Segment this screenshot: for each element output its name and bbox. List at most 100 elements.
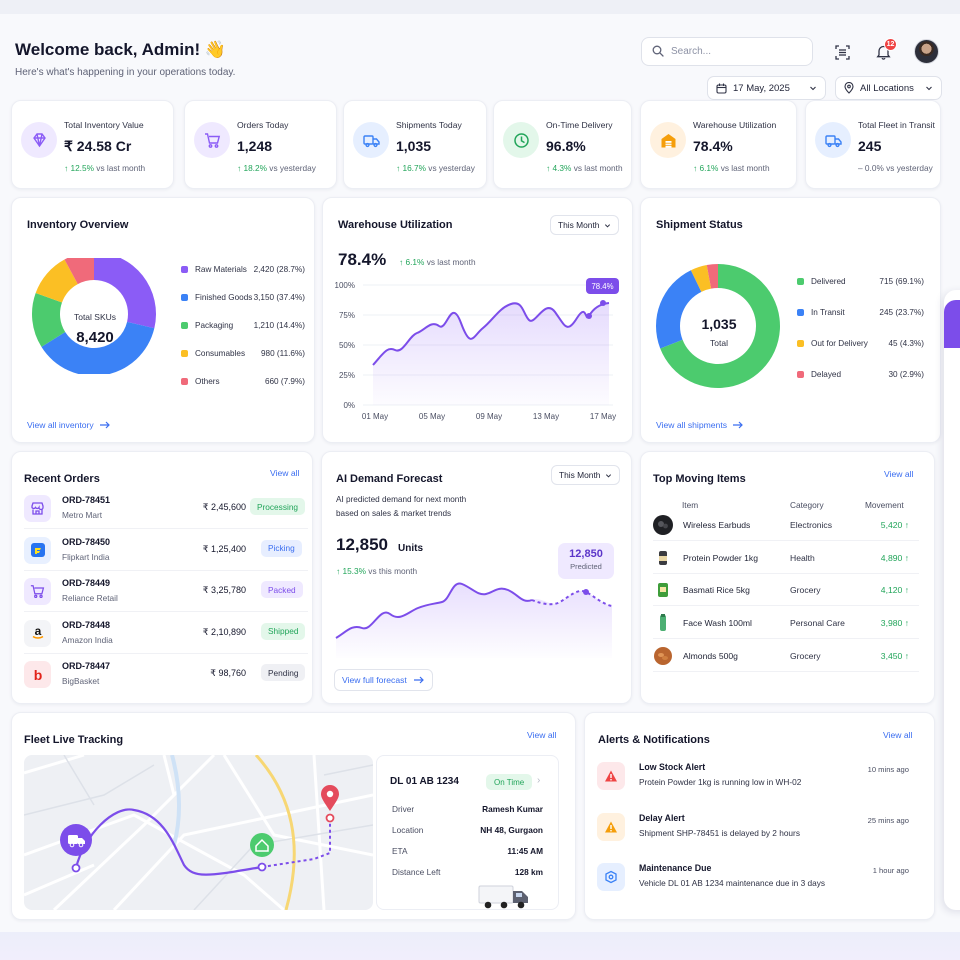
table-row[interactable]: ORD-78451 Metro Mart ₹ 2,45,600 Processing [24, 489, 308, 529]
period-dropdown[interactable]: This Month [550, 215, 620, 235]
legend-label: Delayed [811, 370, 842, 379]
legend-value: 1,210 (14.4%) [253, 321, 305, 330]
side-panel-edge[interactable] [944, 290, 960, 910]
view-all-fleet-link[interactable]: View all [527, 730, 557, 740]
y-tick-label: 50% [339, 341, 355, 350]
chevron-right-icon[interactable]: › [537, 775, 541, 786]
table-row[interactable]: a ORD-78448 Amazon India ₹ 2,10,890 Shipped [24, 614, 308, 654]
kpi-card[interactable]: Total Inventory Value ₹ 24.58 Cr ↑ 12.5% v… [11, 100, 174, 189]
kpi-label: On-Time Delivery [546, 120, 613, 130]
y-tick-label: 25% [339, 371, 355, 380]
kpi-card[interactable]: Warehouse Utilization 78.4% ↑ 6.1% vs last… [640, 100, 797, 189]
list-item[interactable]: Almonds 500g Grocery 3,450 ↑ [653, 640, 919, 672]
legend-value: 715 (69.1%) [879, 277, 924, 286]
donut-slice[interactable] [64, 258, 94, 285]
order-id: ORD-78449 [62, 578, 111, 588]
kpi-value: 1,035 [396, 138, 432, 154]
forecast-unit: Units [398, 543, 423, 554]
utilization-line-chart: 100% 75% 50% 25% 0% 01 May 05 May 09 May 13 May 1… [335, 281, 617, 421]
search-input[interactable] [671, 46, 801, 57]
view-all-shipments-link[interactable]: View all shipments [656, 420, 744, 430]
scan-button[interactable] [831, 41, 853, 63]
y-tick-label: 75% [339, 311, 355, 320]
link-label: View full forecast [342, 675, 407, 685]
donut-slice[interactable] [706, 264, 718, 289]
alert-time: 1 hour ago [872, 866, 909, 875]
rice-bag-icon [653, 580, 673, 600]
kpi-card[interactable]: Total Fleet in Transit 245 – 0.0% vs yeste… [805, 100, 941, 189]
view-all-inventory-link[interactable]: View all inventory [27, 420, 111, 430]
shipment-donut-chart [656, 264, 780, 388]
view-all-alerts-link[interactable]: View all [883, 730, 913, 740]
column-header-item: Item [682, 500, 699, 510]
inventory-overview-card: Inventory Overview Total SKUs 8,420 Raw … [11, 197, 315, 443]
x-tick-label: 09 May [476, 412, 502, 421]
list-item[interactable]: Basmati Rice 5kg Grocery 4,120 ↑ [653, 574, 919, 607]
search-icon [652, 45, 664, 59]
kpi-card[interactable]: On-Time Delivery 96.8% ↑ 4.3% vs last mont… [493, 100, 632, 189]
donut-slice[interactable] [656, 270, 702, 349]
alert-item[interactable]: Low Stock Alert Protein Powder 1kg is run… [595, 753, 919, 801]
utilization-point [600, 300, 606, 306]
delay-warning-icon [597, 812, 625, 841]
map-pin-icon [844, 82, 854, 94]
table-row[interactable]: ORD-78449 Reliance Retail ₹ 3,25,780 Packed [24, 572, 308, 612]
alert-title: Maintenance Due [639, 863, 712, 873]
location-select[interactable]: All Locations [835, 76, 942, 100]
view-full-forecast-button[interactable]: View full forecast [334, 669, 433, 691]
donut-slice[interactable] [94, 258, 156, 329]
detail-value: 128 km [514, 867, 543, 877]
legend-value: 660 (7.9%) [264, 377, 305, 386]
item-name: Almonds 500g [683, 650, 738, 661]
detail-label: Driver [392, 804, 415, 814]
forecast-desc-line2: based on sales & market trends [336, 509, 452, 518]
detail-value: NH 48, Gurgaon [480, 825, 543, 835]
donut-slice[interactable] [690, 265, 712, 292]
legend-label: In Transit [811, 308, 845, 317]
fleet-map[interactable] [24, 755, 373, 910]
forecast-value: 12,850 [336, 535, 388, 554]
view-all-orders-link[interactable]: View all [270, 468, 300, 478]
search-box[interactable] [641, 37, 813, 66]
store-icon [24, 495, 51, 522]
kpi-delta-context: vs last month [96, 163, 146, 173]
item-name: Basmati Rice 5kg [683, 585, 750, 596]
donut-slice[interactable] [41, 321, 155, 374]
kpi-value: ₹ 24.58 Cr [64, 138, 132, 154]
detail-value: 11:45 AM [507, 846, 543, 856]
kpi-card[interactable]: Shipments Today 1,035 ↑ 16.7% vs yesterday [343, 100, 487, 189]
legend-value: 30 (2.9%) [888, 370, 925, 379]
date-picker[interactable]: 17 May, 2025 [707, 76, 826, 100]
donut-slice[interactable] [35, 259, 78, 303]
warehouse-icon [650, 122, 686, 158]
avatar[interactable] [914, 39, 939, 64]
delta-context: vs this month [368, 566, 418, 576]
kpi-card[interactable]: Orders Today 1,248 ↑ 18.2% vs yesterday [184, 100, 337, 189]
legend-item: Packaging 1,210 (14.4%) [181, 321, 305, 330]
donut-slice[interactable] [31, 292, 66, 347]
order-customer: Amazon India [62, 634, 113, 645]
view-all-items-link[interactable]: View all [884, 469, 914, 479]
list-item[interactable]: Protein Powder 1kg Health 4,890 ↑ [653, 542, 919, 574]
list-item[interactable]: Wireless Earbuds Electronics 5,420 ↑ [653, 509, 919, 541]
alert-item[interactable]: Delay Alert Shipment SHP-78451 is delayed… [595, 804, 919, 852]
y-tick-label: 100% [335, 281, 355, 290]
forecast-tooltip: 12,850 Predicted [558, 543, 614, 579]
legend-label: Out for Delivery [811, 339, 868, 348]
table-row[interactable]: ORD-78450 Flipkart India ₹ 1,25,400 Picking [24, 531, 308, 571]
table-row[interactable]: b ORD-78447 BigBasket ₹ 98,760 Pending [24, 655, 308, 695]
alert-item[interactable]: Maintenance Due Vehicle DL 01 AB 1234 mai… [595, 854, 919, 902]
donut-center-label: Total SKUs [73, 312, 117, 322]
donut-slice[interactable] [660, 264, 780, 388]
recent-orders-card: Recent Orders View all ORD-78451 Metro Ma… [11, 451, 313, 704]
legend-label: Others [195, 377, 220, 386]
item-movement: 5,420 ↑ [880, 520, 909, 530]
notification-badge: 12 [884, 38, 897, 51]
status-badge: Picking [261, 539, 302, 557]
kpi-label: Shipments Today [396, 120, 462, 130]
forecast-area [336, 583, 612, 658]
kpi-label: Total Inventory Value [64, 120, 144, 130]
period-dropdown[interactable]: This Month [551, 465, 621, 485]
list-item[interactable]: Face Wash 100ml Personal Care 3,980 ↑ [653, 607, 919, 640]
earbuds-icon [653, 515, 673, 535]
